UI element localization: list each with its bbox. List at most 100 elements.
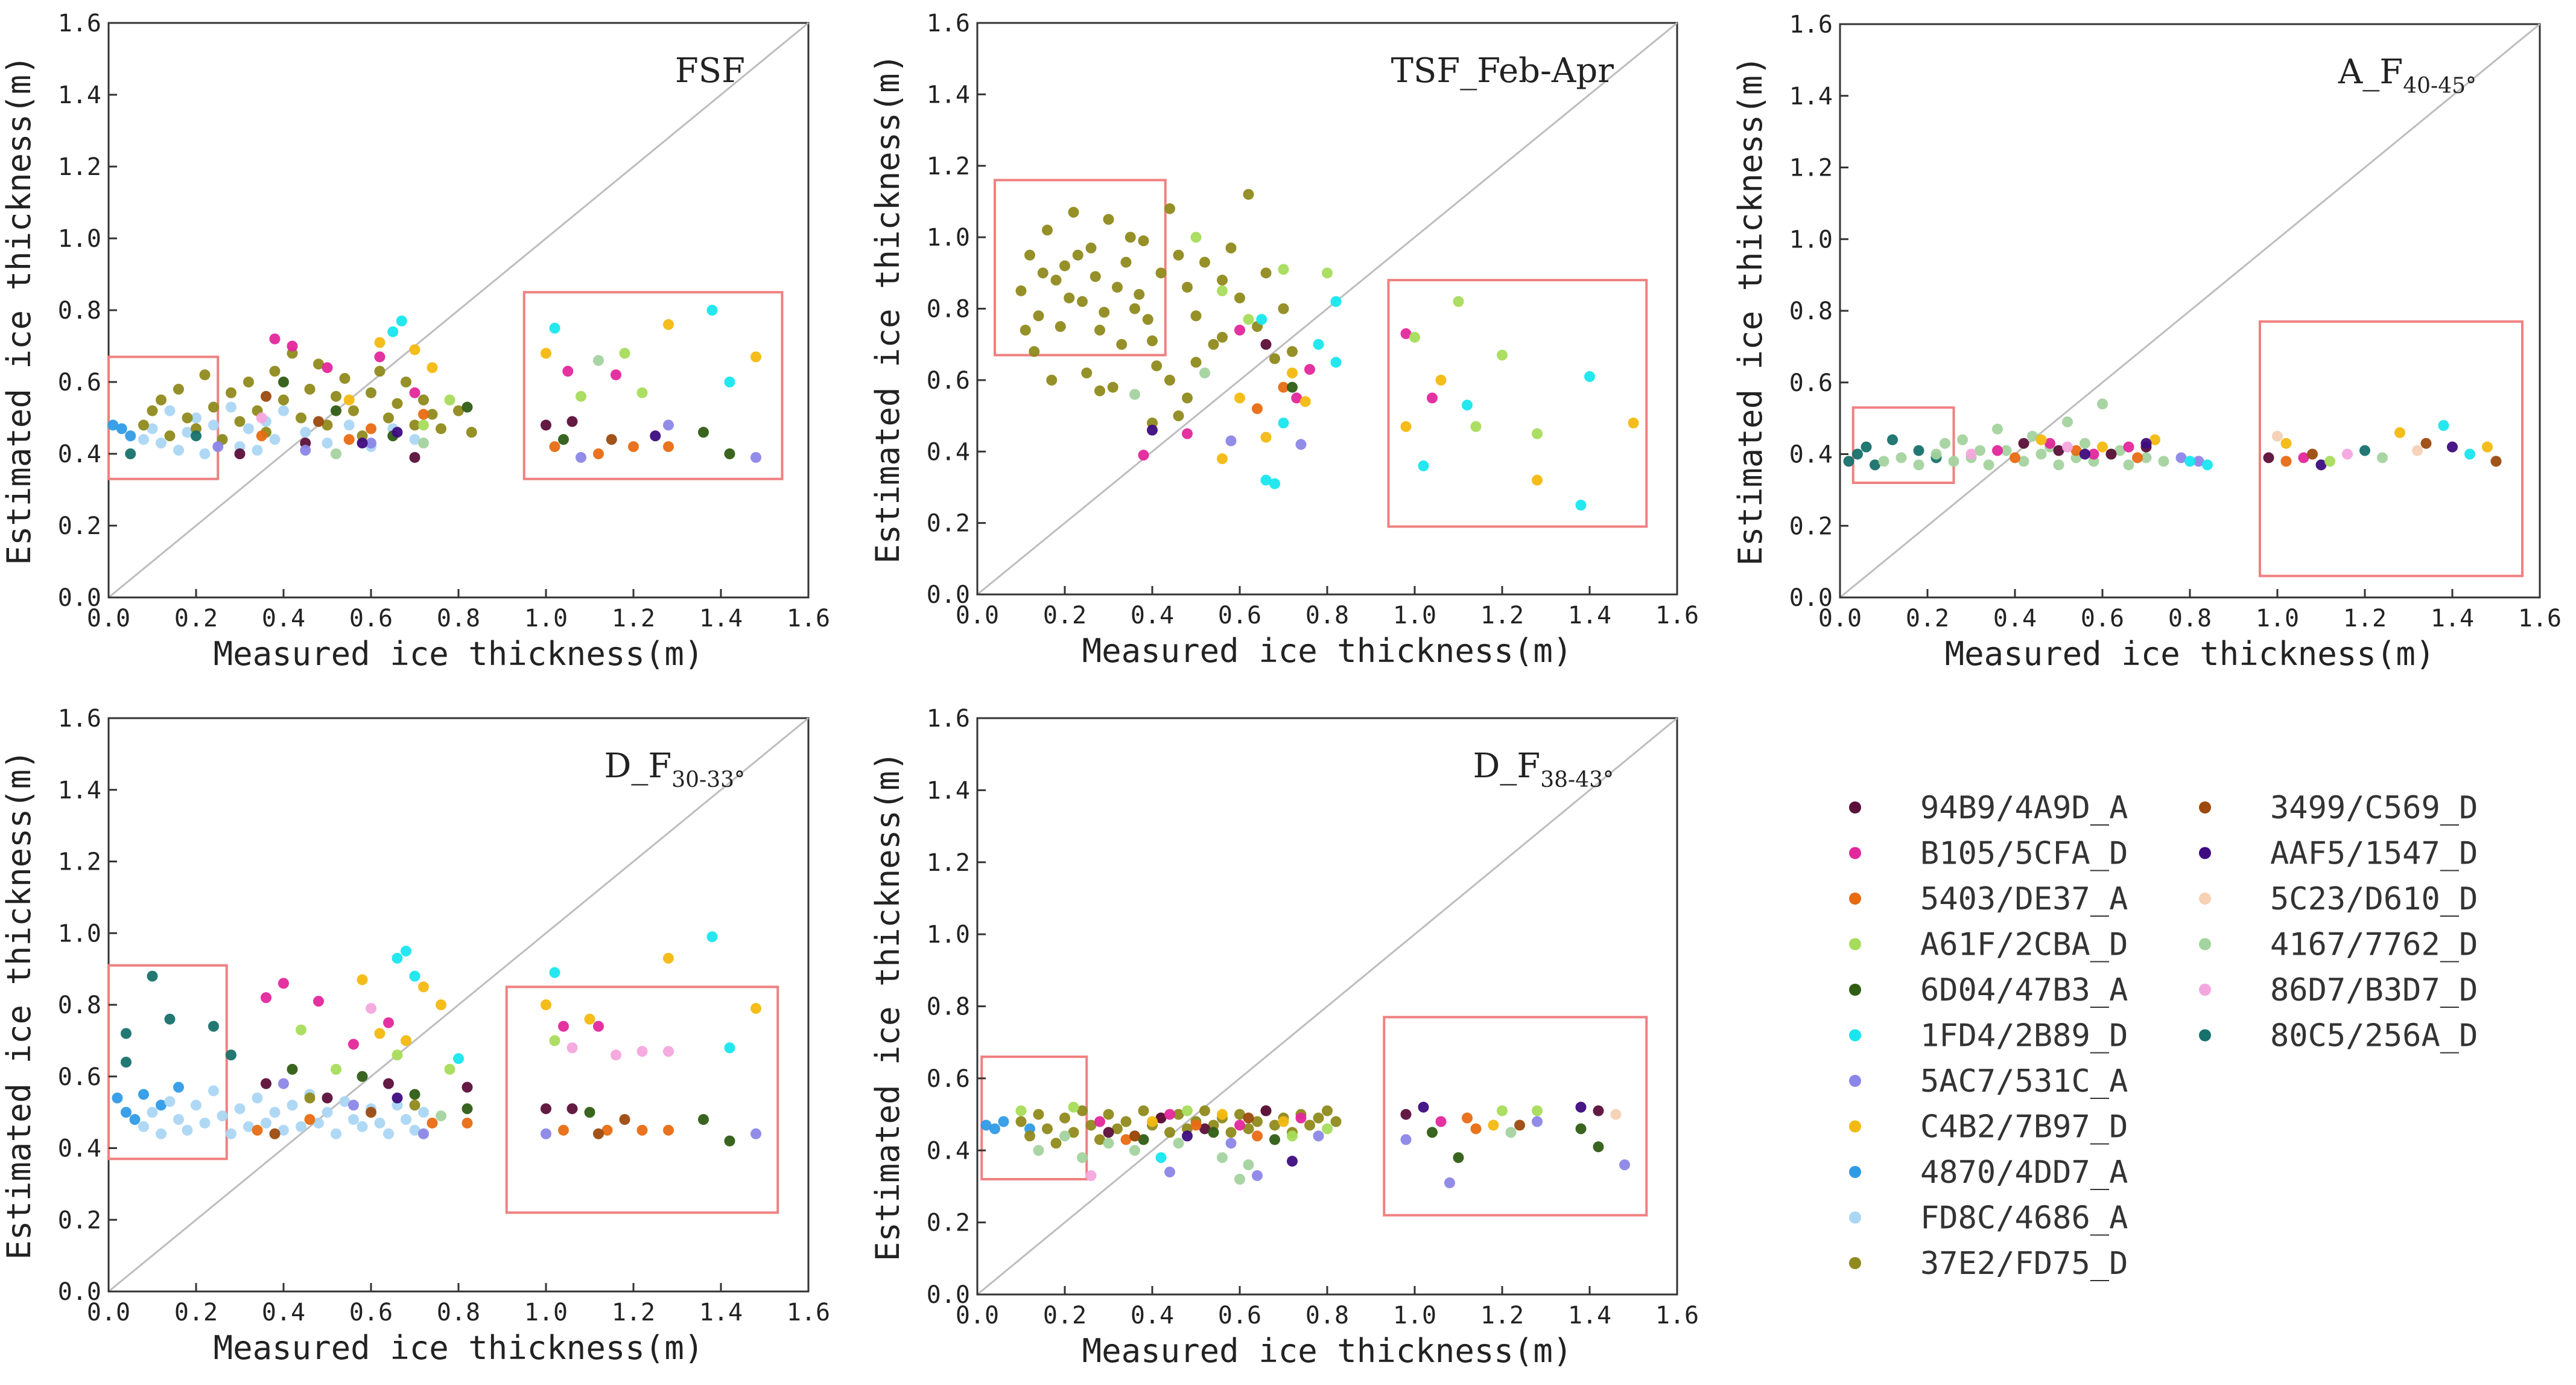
data-point xyxy=(125,448,136,459)
data-point xyxy=(331,390,341,402)
y-tick-label: 0.4 xyxy=(927,438,970,466)
x-tick-label: 1.2 xyxy=(612,1299,655,1326)
data-point xyxy=(2158,456,2169,467)
data-point xyxy=(1046,374,1058,386)
data-point xyxy=(549,322,560,334)
data-point xyxy=(116,423,127,435)
x-tick-label: 0.4 xyxy=(1131,602,1174,629)
legend-marker xyxy=(1849,984,1861,996)
y-axis-label: Estimated ice thickness(m) xyxy=(0,55,38,565)
data-point xyxy=(1260,431,1272,443)
data-point xyxy=(1129,1145,1140,1156)
data-point xyxy=(611,369,621,381)
data-point xyxy=(1260,339,1272,350)
highlight-box xyxy=(522,291,784,480)
data-point xyxy=(1260,474,1272,486)
y-tick-label: 1.2 xyxy=(927,849,970,877)
data-point xyxy=(401,1035,411,1046)
data-point xyxy=(541,1128,551,1139)
data-point xyxy=(1965,448,1977,460)
data-point xyxy=(1287,346,1298,357)
data-point xyxy=(558,1020,569,1032)
data-point xyxy=(466,427,477,438)
data-point xyxy=(1217,275,1228,286)
data-point xyxy=(1234,1109,1245,1120)
data-point xyxy=(1896,452,1907,463)
data-point xyxy=(1094,1134,1105,1145)
data-point xyxy=(1129,389,1140,400)
data-point xyxy=(1059,1112,1070,1124)
data-point xyxy=(121,1107,132,1118)
data-point xyxy=(182,412,193,424)
y-tick-label: 0.0 xyxy=(927,1281,970,1309)
data-point xyxy=(444,1063,455,1075)
data-point xyxy=(199,448,211,459)
data-point xyxy=(313,416,324,427)
legend-label: 94B9/4A9D_A xyxy=(1920,790,2128,826)
data-point xyxy=(1164,203,1175,214)
data-point xyxy=(1120,256,1132,268)
data-point xyxy=(366,1002,376,1014)
y-tick-label: 1.4 xyxy=(58,777,101,804)
y-tick-label: 1.2 xyxy=(58,153,101,181)
panel-title-main: A_F xyxy=(2338,53,2403,92)
data-point xyxy=(1532,1105,1543,1116)
chart-panel-4: 0.0 0.2 0.4 0.6 0.8 1.0 1.2 1.4 1.6 0.0 0.2 0.4 0.6 0… xyxy=(0,705,830,1367)
data-point xyxy=(1532,1116,1543,1127)
data-point xyxy=(2359,445,2370,456)
x-tick-label: 1.2 xyxy=(612,605,655,632)
data-point xyxy=(1252,1170,1263,1182)
data-point xyxy=(541,419,551,431)
data-point xyxy=(1887,434,1898,445)
data-point xyxy=(269,1107,281,1118)
data-point xyxy=(1173,1109,1184,1120)
data-point xyxy=(1094,325,1105,336)
legend-marker xyxy=(1849,1029,1861,1042)
data-point xyxy=(409,387,420,398)
data-point xyxy=(1094,385,1105,396)
data-point xyxy=(1260,267,1272,279)
x-tick-label: 0.8 xyxy=(437,605,480,632)
data-point xyxy=(173,383,184,395)
data-point xyxy=(566,1103,578,1115)
y-tick-label: 1.0 xyxy=(58,225,101,253)
panel-title: A_F40-45° xyxy=(2338,53,2476,98)
data-point xyxy=(2482,441,2493,453)
x-tick-label: 0.0 xyxy=(87,605,130,632)
data-point xyxy=(1278,1116,1289,1127)
data-point xyxy=(418,1107,429,1118)
data-point xyxy=(584,1013,595,1025)
data-point xyxy=(287,1100,298,1111)
data-point xyxy=(1199,1105,1210,1116)
legend-marker xyxy=(1849,1211,1861,1224)
data-point xyxy=(1116,339,1128,350)
data-point xyxy=(226,401,236,413)
data-point xyxy=(1015,1116,1027,1127)
y-tick-label: 0.6 xyxy=(1789,369,1833,397)
data-point xyxy=(663,419,674,431)
data-point xyxy=(1843,456,1854,467)
data-point xyxy=(418,981,429,993)
data-point xyxy=(1112,281,1123,293)
data-point xyxy=(226,1128,236,1139)
data-point xyxy=(409,1089,420,1100)
x-tick-label: 0.2 xyxy=(174,1299,218,1326)
data-point xyxy=(1134,288,1145,300)
data-point xyxy=(593,448,604,459)
data-point xyxy=(1400,1134,1412,1145)
data-point xyxy=(304,1114,316,1125)
data-point xyxy=(541,1103,551,1115)
data-point xyxy=(1287,381,1298,393)
data-point xyxy=(2097,441,2108,453)
y-tick-label: 0.4 xyxy=(1789,441,1833,469)
data-point xyxy=(1085,1170,1097,1182)
data-point xyxy=(1015,285,1027,296)
data-point xyxy=(1322,1105,1333,1116)
data-point xyxy=(2123,441,2134,453)
data-point xyxy=(2412,445,2423,456)
data-point xyxy=(1182,1130,1193,1142)
data-point xyxy=(1435,374,1447,386)
data-point xyxy=(1182,428,1193,439)
y-tick-label: 0.2 xyxy=(1789,512,1833,540)
data-point xyxy=(409,434,420,445)
